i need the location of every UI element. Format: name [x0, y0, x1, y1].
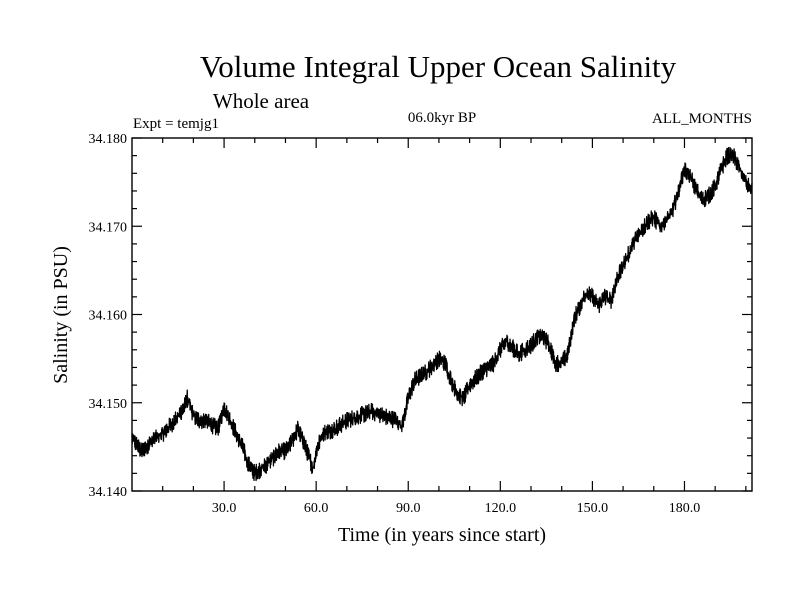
- chart-title: Volume Integral Upper Ocean Salinity: [200, 49, 677, 84]
- x-tick-label: 60.0: [304, 501, 329, 516]
- x-axis-ticks: 30.0 60.0 90.0 120.0 150.0 180.0: [162, 138, 747, 516]
- x-tick-label: 150.0: [577, 501, 609, 516]
- y-tick-label: 34.180: [89, 132, 128, 147]
- y-axis-label: Salinity (in PSU): [50, 246, 72, 384]
- y-tick-label: 34.160: [89, 309, 128, 324]
- x-axis-label: Time (in years since start): [338, 524, 546, 546]
- x-tick-label: 180.0: [669, 501, 701, 516]
- series-line-0: [131, 146, 753, 482]
- x-tick-label: 120.0: [485, 501, 517, 516]
- period-label: 06.0kyr BP: [408, 110, 476, 126]
- x-tick-label: 90.0: [396, 501, 421, 516]
- chart-subtitle: Whole area: [213, 89, 310, 113]
- plot-series: [131, 146, 753, 482]
- y-tick-label: 34.140: [89, 485, 128, 500]
- y-axis-ticks: 34.140 34.150 34.160 34.170 34.180: [89, 132, 752, 500]
- x-tick-label: 30.0: [212, 501, 237, 516]
- y-tick-label: 34.170: [89, 220, 128, 235]
- experiment-label: Expt = temjg1: [133, 116, 219, 132]
- y-tick-label: 34.150: [89, 397, 128, 412]
- months-label: ALL_MONTHS: [652, 111, 752, 127]
